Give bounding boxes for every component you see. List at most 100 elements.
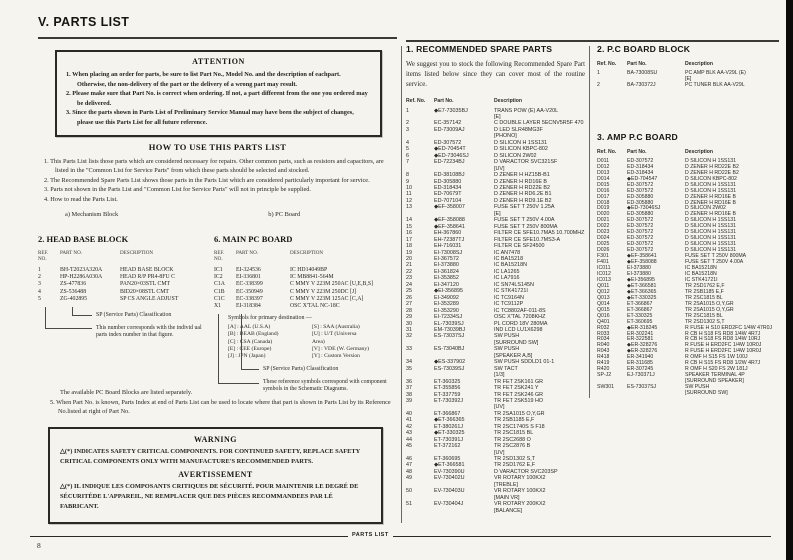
table-row: 2 HP-H2286A030A HEAD R/P PR4-8FU C — [38, 274, 214, 281]
table-row: 32 ES-73037SJ SW PUSH [SURROUND SW] — [406, 333, 585, 346]
how-to-use-section: HOW TO USE THIS PARTS LIST 1. This Parts… — [38, 142, 397, 218]
cell-ref: 50 — [406, 488, 412, 495]
cell-part: EV-730404J — [434, 501, 464, 508]
table-row: 48 EV-730390U D VARACTOR SVC203SP — [406, 469, 585, 475]
col-description: Description — [685, 61, 714, 67]
cell-part: ◆ET-366365 — [434, 417, 465, 424]
table-row: D025 ED-307572 D SILICON H 1SS131 — [597, 241, 779, 248]
table-row: 26 EI-349092 IC TC9164N — [406, 295, 585, 301]
cell-ref: D013 — [597, 169, 610, 176]
cell-ref: 3 — [38, 281, 41, 288]
table-row: Q014 ET-366867 TR 2SA1015 O,Y,GR — [597, 301, 779, 308]
cell-ref: 33 — [406, 346, 412, 353]
how-to-use-list: 1. This Parts List lists those parts whi… — [38, 157, 397, 204]
cell-part: EV-730402U — [434, 475, 465, 482]
cell-part: ED-73009AJ — [434, 126, 465, 133]
table-row: 31 EM-73039BJ IND LCD LU1X6298 — [406, 327, 585, 333]
cell-part: ◆ET-366581 — [434, 462, 465, 469]
table-row: 36 ET-360325 TR FET 2SK161 GR — [406, 379, 585, 385]
cell-desc: IC LA7916 — [494, 275, 520, 282]
cell-part: ◆ET-366581 — [627, 282, 657, 289]
cell-part: ED-307572 — [627, 229, 654, 236]
cell-ref: D014 — [597, 175, 610, 182]
cell-ref: 31 — [406, 326, 412, 333]
cell-part: ◆ES-337902 — [434, 359, 466, 366]
table-row: D016 ED-307572 D SILICON H 1SS131 — [597, 188, 779, 195]
note-sp-classification: SP (Service Parts) Classification — [263, 366, 339, 373]
cell-desc: IC STK41721I — [494, 288, 528, 295]
cell-desc: TR 2SD1762 E,F — [685, 282, 725, 289]
cell-part: ◆EI-356895 — [627, 276, 655, 283]
table-row: SP-J2 EJ-730371J SPEAKER TERMINAL 4P [SU… — [597, 372, 779, 385]
table-row: Q011 ◆ET-366581 TR 2SD1762 E,F — [597, 282, 779, 290]
cell-ref: 3 — [406, 126, 409, 133]
cell-part: EI-373880 — [627, 265, 651, 272]
cell-part: EI-361824 — [434, 268, 459, 275]
cell-part: ◆ED-73046SJ — [627, 205, 661, 212]
cell-ref: 25 — [406, 288, 412, 295]
table-row: C1C EC-338397 C MMY V 223M 125AC [C,A] — [214, 296, 397, 303]
cell-part: ES-73037SJ — [434, 333, 465, 340]
cell-part: EH-716031 — [434, 243, 462, 250]
table-row: IC2 EI-336801 IC MB8841-564M — [214, 274, 397, 281]
cell-desc: D ZENER H RD16E B — [685, 199, 737, 206]
cell-desc: TR 2SC1815 BL — [494, 430, 534, 437]
table-row: D023 ED-307572 D SILICON H 1SS131 — [597, 229, 779, 236]
cell-part: EI-324536 — [236, 267, 261, 273]
cell-part: ED-72234BJ — [434, 159, 465, 166]
cell-desc: IC AN7478 — [494, 249, 521, 256]
cell-part: EI-336801 — [236, 274, 261, 281]
table-row: R043 ◆ER-328276 R FUSE H ERD2FC 1/4W 10R… — [597, 348, 779, 355]
cell-desc: TR 2SD1302 S,T — [685, 318, 725, 325]
table-row: 23 EI-353852 IC LA7916 — [406, 275, 585, 281]
main-pc-annotations: Symbols for primary destination — [A] : … — [214, 313, 397, 413]
cell-ref: SP-J2 — [597, 372, 612, 379]
table-row: R419 ER-311685 R CB H S15 FS RD8 1/2W 4R… — [597, 360, 779, 367]
right-column: 2. P.C BOARD BLOCK Ref. No. Part No. Des… — [597, 44, 779, 397]
table-row: R033 ER-302241 R CB H S18 FS RD8 1/4W 4R… — [597, 331, 779, 338]
col-part-no: PART NO. — [236, 250, 259, 256]
cell-desc: HEAD BASE BLOCK — [120, 267, 174, 273]
table-row: 1 BH-T2023A320A HEAD BASE BLOCK — [38, 267, 214, 274]
table-row: D015 ED-307572 D SILICON H 1SS131 — [597, 182, 779, 189]
cell-part: ◆EF-358088 — [434, 217, 465, 224]
how-to-use-item: 4. How to read the Parts List. — [44, 195, 118, 203]
footer-divider — [30, 536, 771, 537]
note-reference-symbols: These reference symbols correspond with … — [263, 379, 387, 393]
symbols-legend: [A] : AAL (U.S.A) [S] : SAA (Australia) … — [228, 324, 396, 360]
cell-desc: IND LCD LU1X6298 — [494, 326, 543, 333]
col-description: DESCRIPTION — [290, 250, 324, 256]
cell-ref: 39 — [406, 397, 412, 404]
cell-part: BA-73008SU — [627, 70, 658, 76]
symbols-legend-row: [J] : JPN (Japan) [Y] : Custom Version — [228, 353, 396, 360]
table-row: 39 ET-730392J TR FET 2SK519 HO [UV] — [406, 398, 585, 411]
col-part-no: PART NO. — [60, 250, 83, 256]
cell-desc: D SILICON H 1SS131 — [685, 241, 737, 248]
attention-box: ATTENTION 1. When placing an order for p… — [55, 50, 382, 137]
cell-part: ET-366867 — [627, 306, 653, 313]
cell-desc: D SILICON H 1SS131 — [685, 157, 737, 164]
table-row: R040 ◆ER-328276 R FUSE H ERD2FC 1/4W 10R… — [597, 342, 779, 349]
table-row: IC011 EI-373880 IC BA15218N — [597, 265, 779, 272]
column-divider-2 — [589, 46, 590, 398]
page-title: V. PARTS LIST — [38, 15, 130, 29]
table-row: 18 EH-716031 FILTER CE SF24500 — [406, 243, 585, 249]
footer-label: PARTS LIST — [348, 532, 393, 538]
recommended-table-body: 1 ◆E7-73035BJ TRANS POW (E) AA-V20L [E] … — [406, 108, 585, 515]
cell-ref: D011 — [597, 157, 610, 164]
cell-ref: C1B — [214, 288, 225, 295]
cell-desc: VR ROTARY 200KX2 [BALANCE] — [494, 501, 546, 514]
cell-desc: D ZENER H RD6.2E B1 — [494, 191, 552, 198]
cell-desc: D VARACTOR SVC321SF [UV] — [494, 159, 558, 172]
cell-desc: C DOUBLE LAYER 5ECNV5R5F 470 — [494, 120, 584, 127]
cell-ref: R040 — [597, 342, 610, 349]
cell-ref: D020 — [597, 211, 610, 218]
recommended-intro: We suggest you to stock the following Re… — [406, 61, 585, 89]
cell-desc: FUSE SET T 250V 4.00A — [685, 259, 744, 266]
cell-desc: FUSE SET T 250V 800MA — [494, 223, 558, 230]
symbol-left: [B] : BEAB (England) — [228, 331, 279, 338]
cell-ref: D018 — [597, 199, 610, 206]
cell-part: EV-730403U — [434, 488, 465, 495]
table-row: IC012 EI-373880 IC BA15218N — [597, 271, 779, 278]
cell-ref: 12 — [406, 197, 412, 204]
